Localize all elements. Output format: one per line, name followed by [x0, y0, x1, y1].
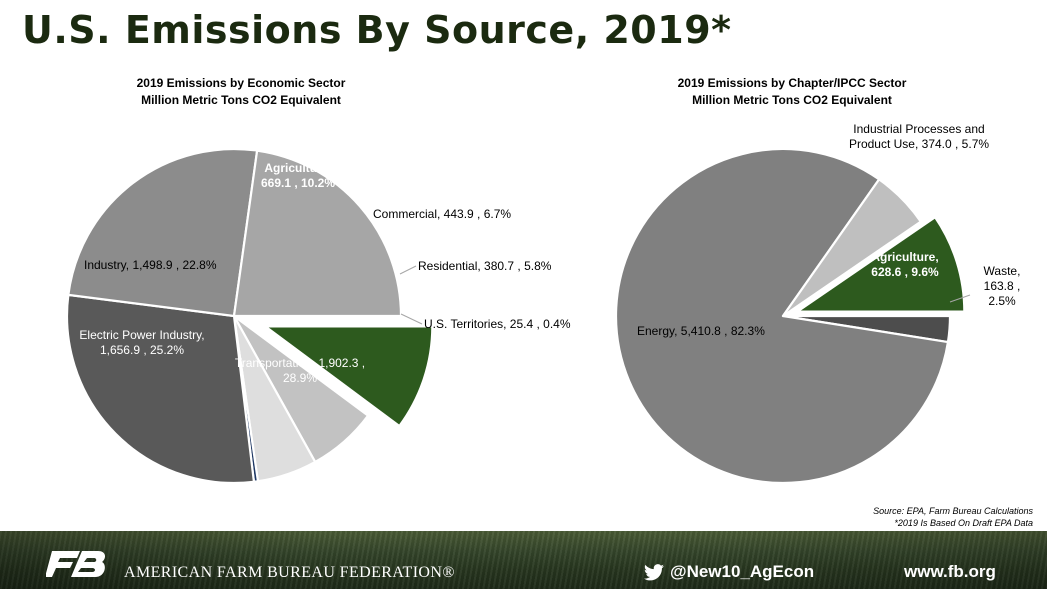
- source-note: Source: EPA, Farm Bureau Calculations *2…: [873, 505, 1033, 529]
- twitter-bird-icon: [644, 563, 664, 580]
- chart-title-line: 2019 Emissions by Economic Sector: [137, 76, 346, 90]
- twitter-handle[interactable]: @New10_AgEcon: [670, 562, 815, 581]
- slice-label: U.S. Territories, 25.4 , 0.4%: [424, 317, 571, 331]
- pie-chart-2: 2019 Emissions by Chapter/IPCC Sector Mil…: [614, 76, 1021, 485]
- pie-slice-transportation: [65, 293, 256, 485]
- page-title: U.S. Emissions By Source, 2019*: [22, 8, 732, 52]
- source-line: Source: EPA, Farm Bureau Calculations: [873, 506, 1033, 516]
- pie-chart-1: 2019 Emissions by Economic Sector Million…: [65, 76, 571, 485]
- label-leader-line: [949, 294, 971, 303]
- label-leader-line: [400, 313, 423, 325]
- pie-charts: 2019 Emissions by Economic Sector Million…: [65, 76, 1021, 485]
- slice-label: Residential, 380.7 , 5.8%: [418, 259, 552, 273]
- pie-slice-electric-power-industry: [67, 147, 259, 318]
- footer-shade: [0, 531, 1047, 589]
- chart-title-line: Million Metric Tons CO2 Equivalent: [692, 93, 892, 107]
- pie-slice-industrial-processes-and-product-use: [781, 178, 922, 318]
- chart-title-line: Million Metric Tons CO2 Equivalent: [141, 93, 341, 107]
- slice-label: Industrial Processes and Product Use, 374…: [849, 122, 989, 151]
- draft-note-line: *2019 Is Based On Draft EPA Data: [894, 518, 1033, 528]
- slice-label: Commercial, 443.9 , 6.7%: [373, 207, 511, 221]
- slice-label: Transportation, 1,902.3 , 28.9%: [235, 356, 365, 385]
- chart-title-line: 2019 Emissions by Chapter/IPCC Sector: [678, 76, 907, 90]
- website-link[interactable]: www.fb.org: [904, 562, 996, 581]
- pie-slice-agriculture: [796, 216, 966, 313]
- slice-label: Waste, 163.8 , 2.5%: [984, 264, 1021, 308]
- slice-label: Electric Power Industry, 1,656.9 , 25.2%: [79, 328, 204, 357]
- fb-logo-icon: [46, 551, 106, 577]
- slice-label: Industry, 1,498.9 , 22.8%: [84, 258, 217, 272]
- footer-banner: AMERICAN FARM BUREAU FEDERATION® @New10_…: [0, 531, 1047, 589]
- twitter-handle-group: @New10_AgEcon: [644, 562, 814, 582]
- organization-name: AMERICAN FARM BUREAU FEDERATION®: [124, 564, 455, 581]
- slice-label: Agriculture, 669.1 , 10.2%: [261, 161, 335, 190]
- slice-label: Energy, 5,410.8 , 82.3%: [637, 324, 765, 338]
- grass-background: [0, 531, 1047, 589]
- label-leader-line: [399, 265, 417, 275]
- pie-slice-industry: [232, 149, 403, 318]
- slice-label: Agriculture, 628.6 , 9.6%: [871, 250, 939, 279]
- pie-slice-agriculture: [264, 325, 434, 428]
